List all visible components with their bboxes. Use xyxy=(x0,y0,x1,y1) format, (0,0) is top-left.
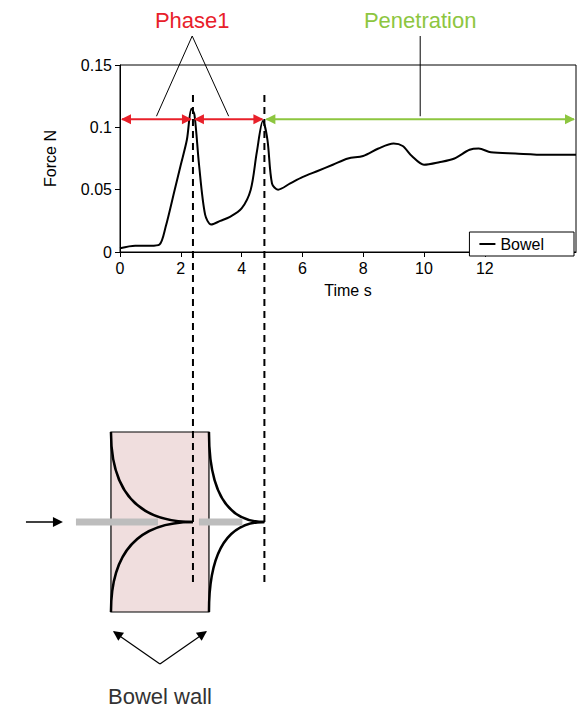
svg-text:8: 8 xyxy=(359,260,368,277)
svg-text:6: 6 xyxy=(298,260,307,277)
svg-text:4: 4 xyxy=(237,260,246,277)
svg-text:Phase1: Phase1 xyxy=(155,8,230,33)
svg-text:Bowel: Bowel xyxy=(500,236,544,253)
svg-text:0.1: 0.1 xyxy=(90,119,112,136)
svg-text:0.15: 0.15 xyxy=(81,57,112,74)
svg-text:0: 0 xyxy=(116,260,125,277)
svg-text:10: 10 xyxy=(415,260,433,277)
svg-text:Force N: Force N xyxy=(42,130,59,187)
svg-text:0.05: 0.05 xyxy=(81,181,112,198)
svg-text:0: 0 xyxy=(103,244,112,261)
svg-text:Bowel wall: Bowel wall xyxy=(108,684,212,709)
svg-text:Penetration: Penetration xyxy=(364,8,477,33)
svg-text:Time s: Time s xyxy=(324,282,371,299)
svg-text:12: 12 xyxy=(476,260,494,277)
svg-text:2: 2 xyxy=(176,260,185,277)
